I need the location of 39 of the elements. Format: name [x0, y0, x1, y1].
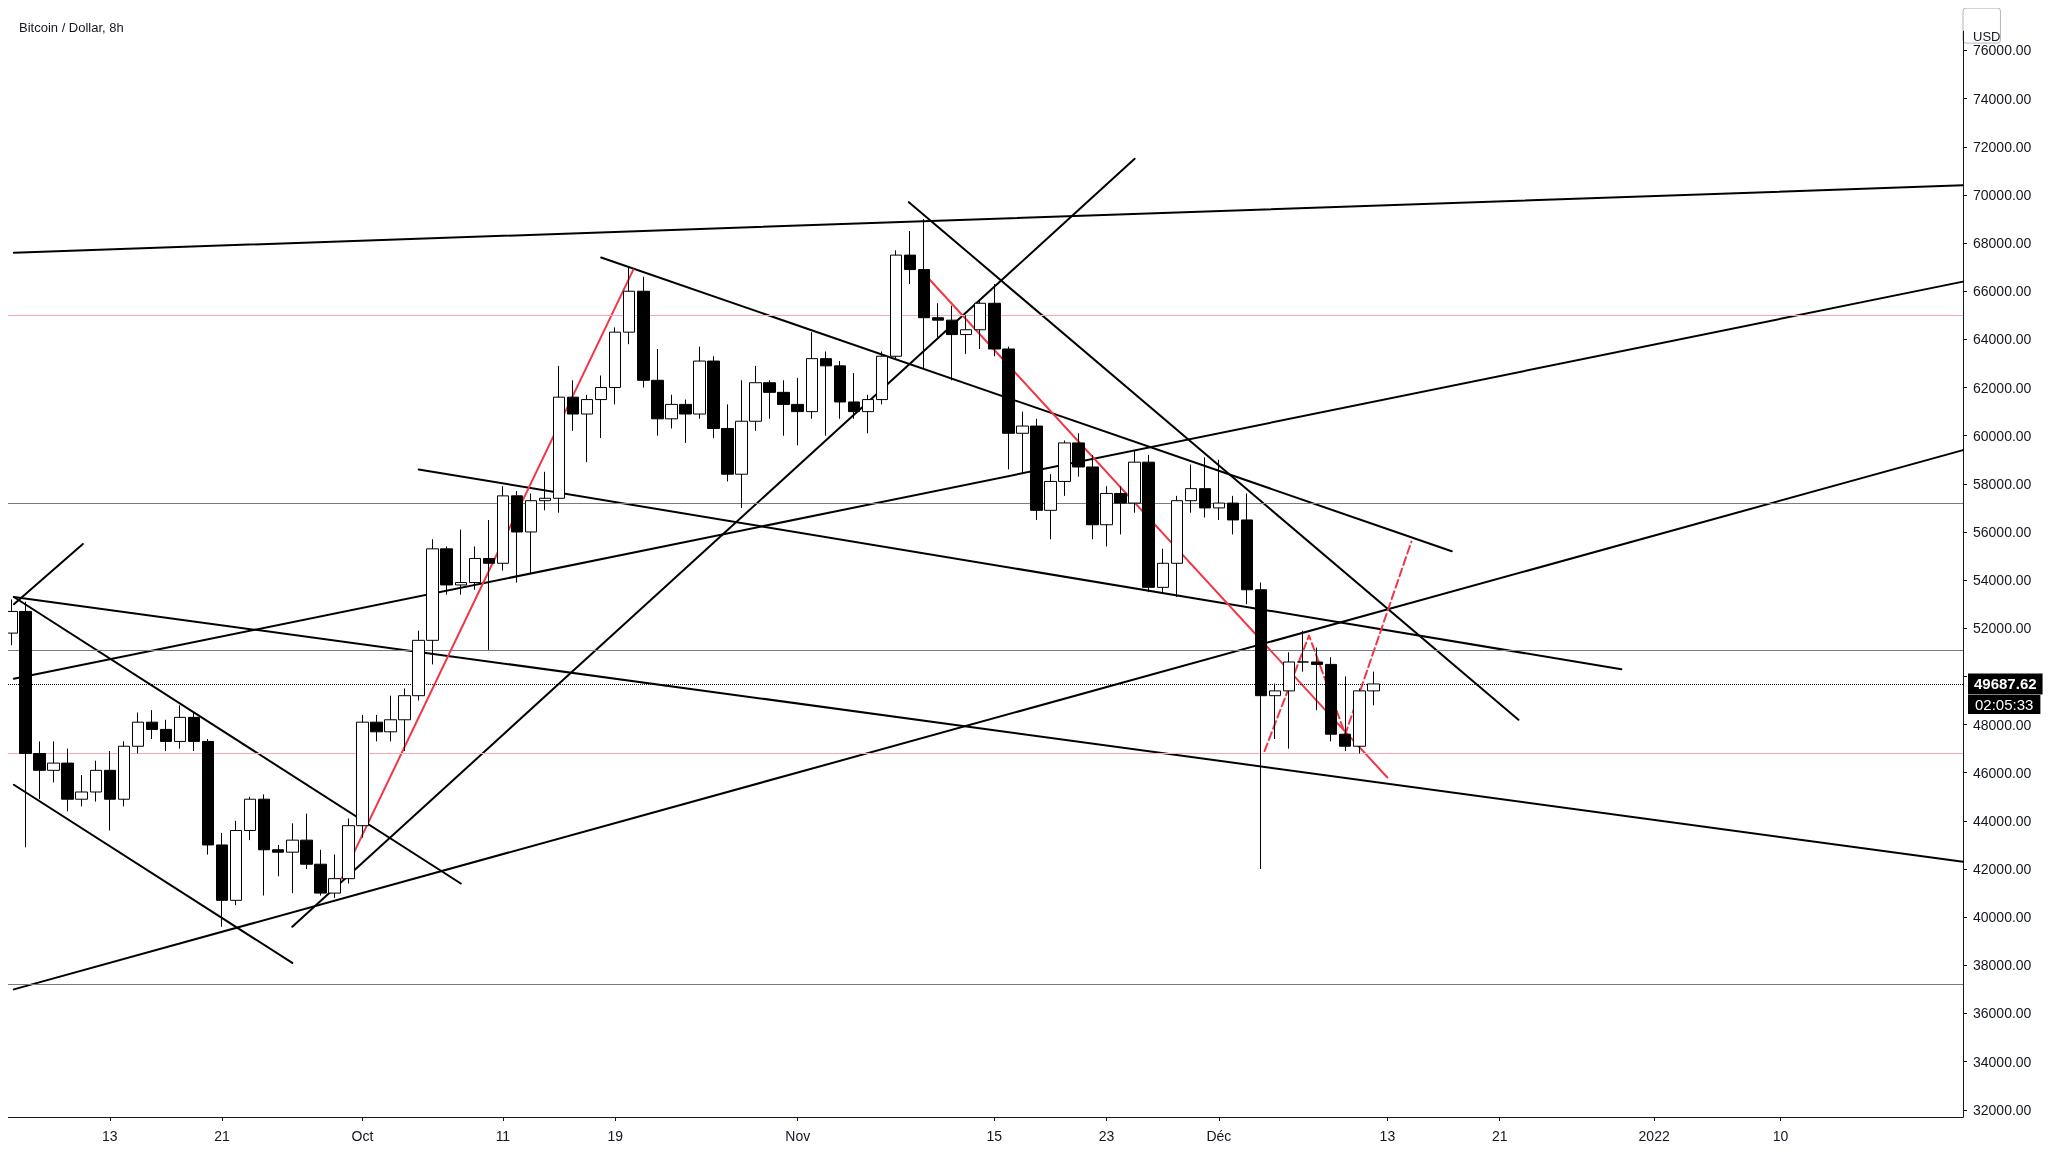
y-tick-label: 56000.00: [1973, 523, 2032, 540]
y-tick-label: 44000.00: [1973, 812, 2032, 829]
y-tick-label: 54000.00: [1973, 572, 2032, 589]
ref-line-label: 49687.62: [1974, 675, 2037, 693]
x-tick-label: 10: [1772, 1128, 1789, 1144]
y-tick-label: 68000.00: [1973, 235, 2032, 252]
x-tick-label: 23: [1098, 1128, 1115, 1144]
y-tick-label: 34000.00: [1973, 1053, 2032, 1070]
x-tick-label: 13: [1379, 1128, 1396, 1144]
y-tick-label: 48000.00: [1973, 716, 2032, 733]
x-tick-label: Oct: [351, 1128, 374, 1144]
y-tick-label: 76000.00: [1973, 42, 2032, 59]
y-tick-label: 64000.00: [1973, 331, 2032, 348]
y-tick-label: 46000.00: [1973, 764, 2032, 781]
chart-title: Bitcoin / Dollar, 8h: [19, 20, 124, 35]
x-tick-label: 11: [495, 1128, 511, 1144]
y-tick-label: 32000.00: [1973, 1101, 2032, 1118]
y-tick-label: 66000.00: [1973, 283, 2032, 300]
x-tick-label: 15: [986, 1128, 1003, 1144]
y-tick-label: 60000.00: [1973, 427, 2032, 444]
y-tick-label: 74000.00: [1973, 90, 2032, 107]
x-tick-label: Déc: [1206, 1128, 1232, 1144]
x-tick-label: 21: [214, 1128, 231, 1144]
x-tick-label: 13: [102, 1128, 118, 1144]
x-tick-label: 19: [607, 1128, 624, 1144]
x-tick-label: Nov: [785, 1128, 811, 1144]
y-tick-label: 42000.00: [1973, 861, 2032, 878]
y-tick-label: 58000.00: [1973, 475, 2032, 492]
y-tick-label: 52000.00: [1973, 620, 2032, 637]
y-axis-title: USD: [1973, 29, 2001, 45]
y-tick-label: 62000.00: [1973, 379, 2032, 396]
x-tick-label: 2022: [1638, 1128, 1670, 1144]
text: 02:05:33: [1975, 695, 2034, 713]
y-tick-label: 72000.00: [1973, 138, 2032, 155]
y-tick-label: 70000.00: [1973, 186, 2032, 203]
y-tick-label: 36000.00: [1973, 1005, 2032, 1022]
y-tick-label: 40000.00: [1973, 909, 2032, 926]
x-tick-label: 21: [1491, 1128, 1508, 1144]
y-tick-label: 38000.00: [1973, 957, 2032, 974]
